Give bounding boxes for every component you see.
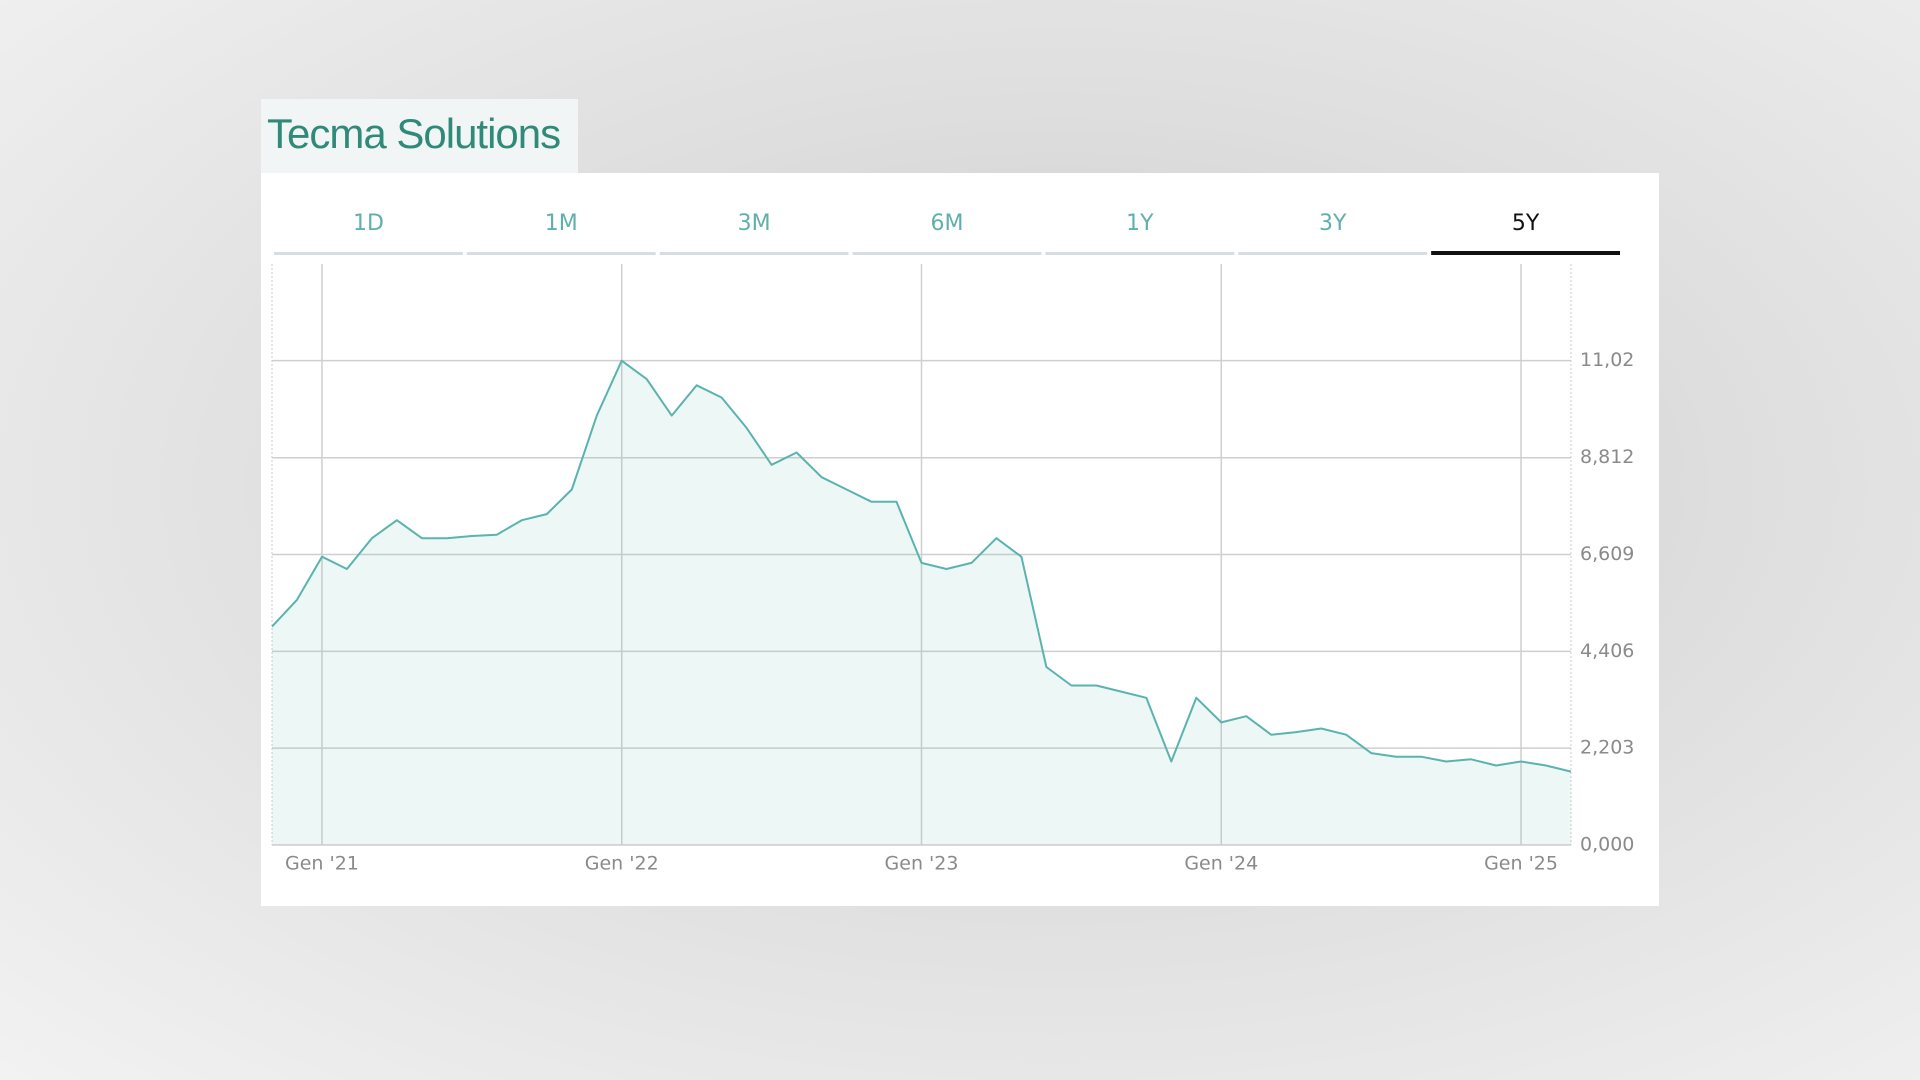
tab[interactable]: 3Y [1319,211,1347,236]
x-tick-label: Gen '23 [885,853,959,875]
tab-underline[interactable] [1238,252,1428,255]
y-tick-label: 8,812 [1580,446,1634,468]
x-tick-label: Gen '24 [1184,853,1258,875]
tab[interactable]: 3M [738,211,771,236]
tab-underline[interactable] [274,252,463,255]
chart-title: Tecma Solutions [267,110,560,157]
tab-underline[interactable] [659,252,849,255]
tab[interactable]: 1D [353,211,384,236]
tab[interactable]: 1M [545,211,578,236]
x-tick-label: Gen '25 [1484,853,1558,875]
tab-underline[interactable] [1431,251,1620,255]
x-tick-label: Gen '22 [585,853,659,875]
y-tick-label: 0,000 [1580,834,1634,856]
y-tick-label: 11,02 [1580,349,1634,371]
tab-underline[interactable] [852,252,1042,255]
y-tick-label: 4,406 [1580,640,1634,662]
tab-underline[interactable] [1045,252,1235,255]
tab-underline[interactable] [466,252,656,255]
title-box [261,99,578,175]
tab[interactable]: 6M [931,211,964,236]
x-tick-label: Gen '21 [285,853,359,875]
price-line [271,359,1572,773]
tab[interactable]: 1Y [1126,211,1154,236]
y-tick-label: 2,203 [1580,737,1634,759]
area [272,360,1571,845]
tab[interactable]: 5Y [1512,211,1540,236]
chart-card [261,173,1659,906]
y-tick-label: 6,609 [1580,543,1634,565]
